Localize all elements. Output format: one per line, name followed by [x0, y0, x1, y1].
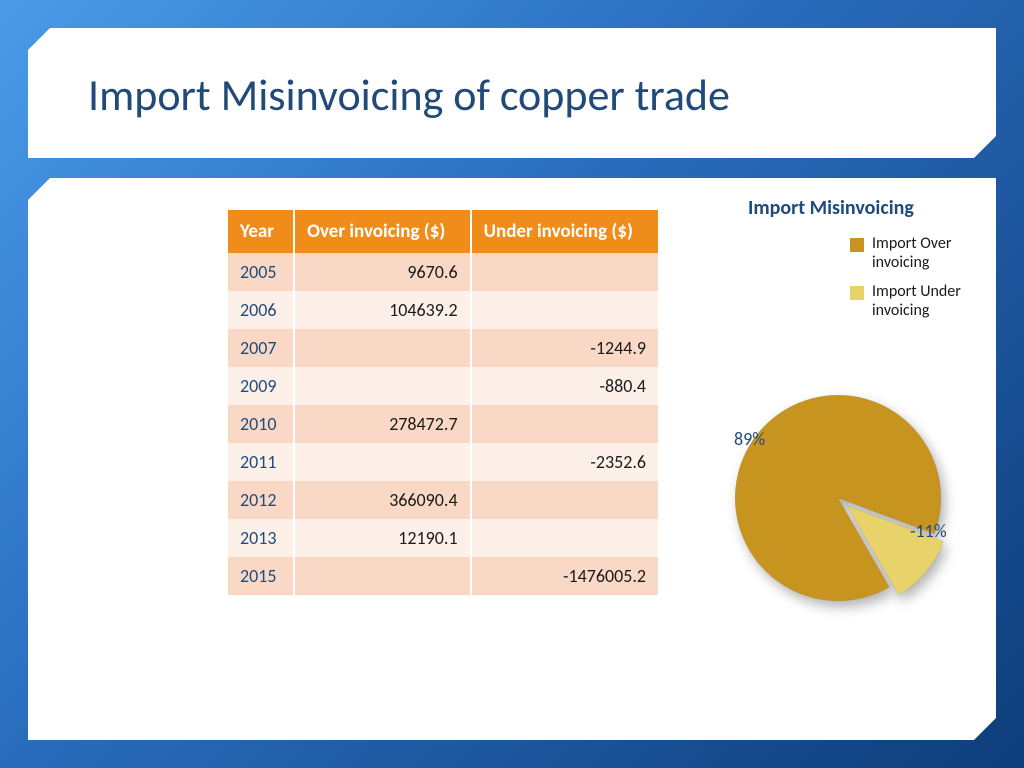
cell-over: 104639.2	[294, 291, 470, 329]
cell-under	[471, 405, 658, 443]
cell-year: 2007	[228, 329, 294, 367]
cell-over	[294, 367, 470, 405]
pie-svg	[718, 378, 958, 618]
data-table-wrap: Year Over invoicing ($) Under invoicing …	[228, 210, 658, 720]
table-row: 2012366090.4	[228, 481, 658, 519]
chart-title: Import Misinvoicing	[748, 196, 914, 220]
slide-title: Import Misinvoicing of copper trade	[88, 68, 936, 122]
pie-slice-label: -11%	[910, 520, 947, 542]
table-row: 20059670.6	[228, 253, 658, 291]
chart-legend: Import Over invoicing Import Under invoi…	[850, 234, 970, 330]
cell-under: -1244.9	[471, 329, 658, 367]
cell-year: 2013	[228, 519, 294, 557]
legend-swatch-icon	[850, 238, 864, 252]
cell-year: 2010	[228, 405, 294, 443]
cell-year: 2015	[228, 557, 294, 595]
table-row: 201312190.1	[228, 519, 658, 557]
cell-over	[294, 443, 470, 481]
cell-under: -1476005.2	[471, 557, 658, 595]
legend-label: Import Over invoicing	[872, 234, 970, 272]
cell-under	[471, 519, 658, 557]
cell-under: -2352.6	[471, 443, 658, 481]
cell-over: 366090.4	[294, 481, 470, 519]
cell-over: 278472.7	[294, 405, 470, 443]
legend-swatch-icon	[850, 286, 864, 300]
pie-container	[718, 378, 958, 618]
cell-under	[471, 291, 658, 329]
cell-year: 2011	[228, 443, 294, 481]
legend-item: Import Under invoicing	[850, 282, 970, 320]
cell-year: 2012	[228, 481, 294, 519]
cell-over	[294, 557, 470, 595]
cell-over: 9670.6	[294, 253, 470, 291]
table-header-row: Year Over invoicing ($) Under invoicing …	[228, 210, 658, 253]
table-row: 2006104639.2	[228, 291, 658, 329]
cell-year: 2006	[228, 291, 294, 329]
cell-year: 2005	[228, 253, 294, 291]
col-year: Year	[228, 210, 294, 253]
cell-over	[294, 329, 470, 367]
legend-label: Import Under invoicing	[872, 282, 970, 320]
table-row: 2015 -1476005.2	[228, 557, 658, 595]
content-flex: Year Over invoicing ($) Under invoicing …	[58, 198, 966, 720]
cell-under	[471, 481, 658, 519]
table-row: 2007 -1244.9	[228, 329, 658, 367]
col-under: Under invoicing ($)	[471, 210, 658, 253]
pie-slice-label: 89%	[734, 428, 765, 450]
table-row: 2009 -880.4	[228, 367, 658, 405]
misinvoicing-table: Year Over invoicing ($) Under invoicing …	[228, 210, 658, 595]
content-panel: Year Over invoicing ($) Under invoicing …	[28, 178, 996, 740]
cell-over: 12190.1	[294, 519, 470, 557]
cell-year: 2009	[228, 367, 294, 405]
col-over: Over invoicing ($)	[294, 210, 470, 253]
table-row: 2010278472.7	[228, 405, 658, 443]
pie-chart-wrap: Import Misinvoicing Import Over invoicin…	[678, 198, 966, 720]
title-panel: Import Misinvoicing of copper trade	[28, 28, 996, 158]
cell-under	[471, 253, 658, 291]
table-row: 2011 -2352.6	[228, 443, 658, 481]
legend-item: Import Over invoicing	[850, 234, 970, 272]
cell-under: -880.4	[471, 367, 658, 405]
